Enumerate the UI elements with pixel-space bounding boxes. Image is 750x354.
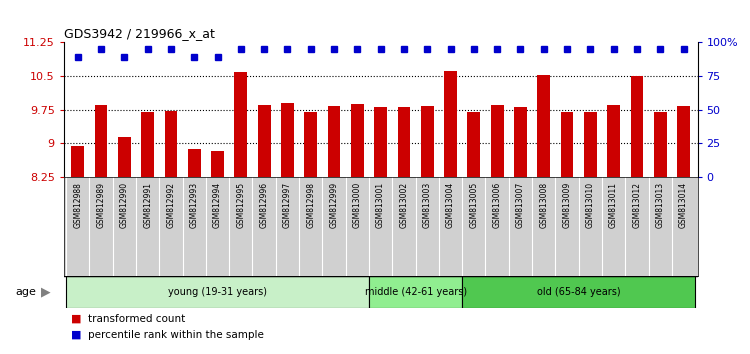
Bar (631, 76, 644, 177)
Bar (677, 106, 690, 177)
Bar (444, 71, 457, 177)
Text: GSM813008: GSM813008 (539, 182, 548, 228)
Text: ■: ■ (71, 330, 82, 339)
Text: GSM812991: GSM812991 (143, 182, 152, 228)
Text: GSM812996: GSM812996 (260, 182, 268, 228)
Text: GSM813005: GSM813005 (470, 182, 478, 228)
Text: GSM813004: GSM813004 (446, 182, 455, 228)
Text: old (65-84 years): old (65-84 years) (537, 287, 620, 297)
Text: GSM812992: GSM812992 (166, 182, 176, 228)
Bar (211, 151, 224, 177)
Text: GSM812998: GSM812998 (306, 182, 315, 228)
Bar (537, 75, 550, 177)
Bar (654, 112, 667, 177)
Bar (66, 276, 369, 308)
Text: age: age (15, 287, 36, 297)
Text: GSM812989: GSM812989 (97, 182, 106, 228)
Text: percentile rank within the sample: percentile rank within the sample (88, 330, 264, 339)
Bar (398, 108, 410, 177)
Bar (467, 112, 480, 177)
Text: GSM813001: GSM813001 (376, 182, 386, 228)
Text: GSM813013: GSM813013 (656, 182, 664, 228)
Bar (560, 112, 574, 177)
Bar (258, 105, 271, 177)
Text: GSM813009: GSM813009 (562, 182, 572, 228)
Text: GSM813006: GSM813006 (493, 182, 502, 228)
Bar (94, 105, 107, 177)
Bar (164, 111, 177, 177)
Text: GSM813010: GSM813010 (586, 182, 595, 228)
Bar (514, 108, 526, 177)
Text: GSM813000: GSM813000 (352, 182, 362, 228)
Bar (369, 276, 462, 308)
Bar (328, 106, 340, 177)
Bar (304, 112, 317, 177)
Text: GSM812990: GSM812990 (120, 182, 129, 228)
Text: transformed count: transformed count (88, 314, 185, 324)
Bar (421, 106, 434, 177)
Text: GSM812995: GSM812995 (236, 182, 245, 228)
Bar (188, 149, 201, 177)
Text: GSM813002: GSM813002 (400, 182, 409, 228)
Text: young (19-31 years): young (19-31 years) (168, 287, 267, 297)
Text: GSM813007: GSM813007 (516, 182, 525, 228)
Bar (235, 72, 248, 177)
Text: GSM812994: GSM812994 (213, 182, 222, 228)
Bar (141, 112, 154, 177)
Text: ■: ■ (71, 314, 82, 324)
Bar (490, 105, 503, 177)
Text: middle (42-61 years): middle (42-61 years) (364, 287, 466, 297)
Text: GSM812993: GSM812993 (190, 182, 199, 228)
Text: GSM812999: GSM812999 (329, 182, 338, 228)
Text: GSM813012: GSM813012 (632, 182, 641, 228)
Text: GDS3942 / 219966_x_at: GDS3942 / 219966_x_at (64, 27, 214, 40)
Text: GSM813003: GSM813003 (423, 182, 432, 228)
Text: ▶: ▶ (41, 286, 51, 298)
Bar (584, 112, 597, 177)
Bar (374, 108, 387, 177)
Text: GSM813014: GSM813014 (679, 182, 688, 228)
Text: GSM813011: GSM813011 (609, 182, 618, 228)
Bar (462, 276, 695, 308)
Text: GSM812988: GSM812988 (74, 182, 82, 228)
Bar (281, 103, 294, 177)
Bar (71, 145, 84, 177)
Text: GSM812997: GSM812997 (283, 182, 292, 228)
Bar (118, 137, 130, 177)
Bar (351, 104, 364, 177)
Bar (608, 105, 620, 177)
